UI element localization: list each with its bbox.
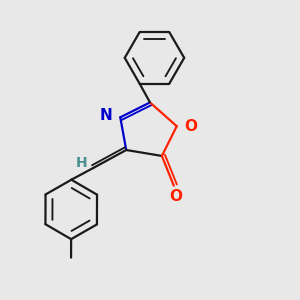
Text: H: H bbox=[75, 156, 87, 170]
Text: N: N bbox=[100, 108, 113, 123]
Text: O: O bbox=[169, 189, 182, 204]
Text: O: O bbox=[184, 119, 197, 134]
